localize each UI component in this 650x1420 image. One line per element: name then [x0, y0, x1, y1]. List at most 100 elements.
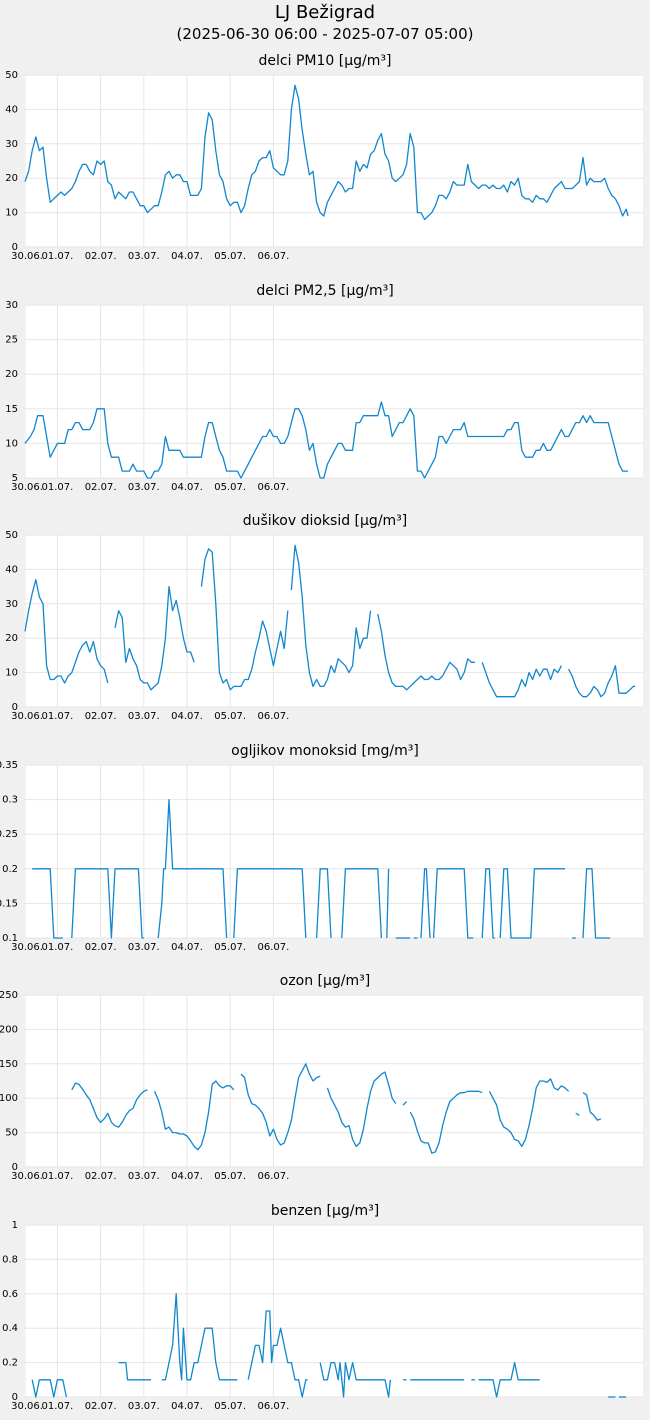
- y-tick-label: 1: [12, 1220, 18, 1231]
- y-tick-label: 0.1: [2, 933, 18, 944]
- x-tick-label: 01.07.: [41, 942, 73, 953]
- x-tick-label: 05.07.: [214, 251, 246, 262]
- series-line: [575, 1112, 580, 1116]
- series-line: [420, 868, 431, 939]
- series-line: [247, 1310, 308, 1398]
- x-tick-label: 01.07.: [41, 1401, 73, 1412]
- series-line: [157, 798, 228, 939]
- plot-area: [24, 765, 643, 938]
- series-line: [315, 868, 332, 939]
- series-line: [386, 868, 390, 939]
- x-tick-label: 02.07.: [85, 1171, 117, 1182]
- x-tick-label: 30.06.: [11, 482, 43, 493]
- y-tick-label: 50: [5, 70, 18, 81]
- x-tick-label: 01.07.: [41, 251, 73, 262]
- series-line: [32, 868, 63, 939]
- y-tick-label: 0.2: [2, 1358, 18, 1369]
- x-tick-label: 03.07.: [128, 1401, 160, 1412]
- x-tick-label: 05.07.: [214, 1401, 246, 1412]
- x-tick-label: 06.07.: [257, 251, 289, 262]
- y-tick-label: 150: [0, 1059, 18, 1070]
- y-tick-label: 200: [0, 1024, 18, 1035]
- series-line: [326, 1071, 397, 1148]
- x-tick-label: 05.07.: [214, 711, 246, 722]
- y-tick-label: 30: [5, 599, 18, 610]
- y-tick-label: 0: [12, 702, 18, 713]
- series-line: [154, 1080, 235, 1151]
- y-tick-label: 5: [12, 473, 18, 484]
- y-tick-label: 10: [5, 668, 18, 679]
- series-line: [114, 585, 195, 691]
- series-line: [233, 868, 307, 939]
- series-line: [118, 1361, 151, 1381]
- x-tick-label: 02.07.: [85, 942, 117, 953]
- date-range-subtitle: (2025-06-30 06:00 - 2025-07-07 05:00): [176, 25, 474, 43]
- y-tick-label: 0.3: [2, 795, 18, 806]
- y-tick-label: 0.35: [0, 760, 18, 771]
- chart-title: delci PM10 [µg/m³]: [259, 53, 392, 69]
- x-tick-label: 01.07.: [41, 711, 73, 722]
- y-tick-label: 250: [0, 990, 18, 1001]
- y-tick-label: 0.4: [2, 1323, 18, 1334]
- x-tick-label: 05.07.: [214, 1171, 246, 1182]
- series-line: [481, 868, 495, 939]
- x-tick-label: 02.07.: [85, 1401, 117, 1412]
- chart-panel: benzen [µg/m³] 0 0.2 0.4 0.6 0.8 1 30.06.01.07.…: [2, 1203, 643, 1412]
- y-tick-label: 20: [5, 173, 18, 184]
- series-line: [582, 1092, 602, 1121]
- x-tick-label: 06.07.: [257, 711, 289, 722]
- series-line: [200, 548, 289, 691]
- x-tick-label: 04.07.: [171, 1171, 203, 1182]
- chart-panel: ozon [µg/m³] 0 50 100 150 200 250 30.06.01.07. 0…: [0, 973, 643, 1182]
- x-tick-label: 03.07.: [128, 482, 160, 493]
- series-line: [499, 868, 565, 939]
- series-line: [341, 868, 383, 939]
- y-tick-label: 20: [5, 369, 18, 380]
- x-tick-label: 04.07.: [171, 942, 203, 953]
- series-line: [240, 1063, 321, 1146]
- y-tick-label: 10: [5, 438, 18, 449]
- series-line: [377, 613, 475, 691]
- x-tick-label: 01.07.: [41, 1171, 73, 1182]
- series-line: [402, 1101, 408, 1106]
- y-tick-label: 100: [0, 1093, 18, 1104]
- x-tick-label: 04.07.: [171, 482, 203, 493]
- y-tick-label: 0.8: [2, 1254, 18, 1265]
- plot-area: [24, 535, 643, 707]
- x-tick-label: 01.07.: [41, 482, 73, 493]
- station-title: LJ Bežigrad: [274, 2, 376, 23]
- x-tick-label: 04.07.: [171, 711, 203, 722]
- y-tick-label: 0: [12, 242, 18, 253]
- chart-panel: delci PM10 [µg/m³] 0 10 20 30 40 50 30.06.01.07…: [5, 53, 643, 262]
- x-tick-label: 30.06.: [11, 711, 43, 722]
- x-tick-label: 05.07.: [214, 482, 246, 493]
- x-tick-label: 06.07.: [257, 942, 289, 953]
- chart-panel: dušikov dioksid [µg/m³] 0 10 20 30 40 50 30.06.…: [5, 513, 643, 722]
- x-tick-label: 30.06.: [11, 1171, 43, 1182]
- series-line: [290, 544, 372, 688]
- x-tick-label: 02.07.: [85, 251, 117, 262]
- x-tick-label: 04.07.: [171, 251, 203, 262]
- plot-area: [24, 1225, 643, 1397]
- x-tick-label: 30.06.: [11, 942, 43, 953]
- y-tick-label: 50: [5, 530, 18, 541]
- y-tick-label: 25: [5, 335, 18, 346]
- y-tick-label: 10: [5, 208, 18, 219]
- series-line: [161, 1293, 238, 1381]
- series-line: [24, 579, 109, 684]
- plot-area: [24, 995, 643, 1167]
- y-tick-label: 0: [12, 1392, 18, 1403]
- chart-panel: ogljikov monoksid [mg/m³] 0.1 0.15 0.2 0.25 0…: [0, 743, 643, 953]
- chart-title: delci PM2,5 [µg/m³]: [256, 283, 393, 299]
- y-tick-label: 50: [5, 1128, 18, 1139]
- x-tick-label: 03.07.: [128, 711, 160, 722]
- chart-panel: delci PM2,5 [µg/m³] 5 10 15 20 25 30 30.06.01.0…: [5, 283, 643, 493]
- series-line: [319, 1361, 392, 1398]
- x-tick-label: 02.07.: [85, 711, 117, 722]
- y-tick-label: 40: [5, 564, 18, 575]
- y-tick-label: 40: [5, 104, 18, 115]
- x-tick-label: 06.07.: [257, 482, 289, 493]
- y-tick-label: 0.6: [2, 1289, 18, 1300]
- x-tick-label: 30.06.: [11, 1401, 43, 1412]
